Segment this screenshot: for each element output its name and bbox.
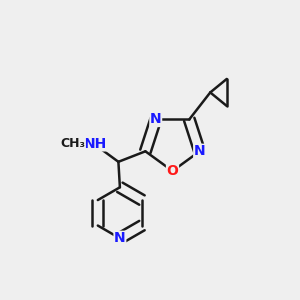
Text: N: N xyxy=(194,144,206,158)
Text: NH: NH xyxy=(83,137,106,151)
Text: N: N xyxy=(150,112,162,126)
Text: CH₃: CH₃ xyxy=(60,137,85,150)
Text: O: O xyxy=(167,164,178,178)
Text: N: N xyxy=(114,231,126,245)
